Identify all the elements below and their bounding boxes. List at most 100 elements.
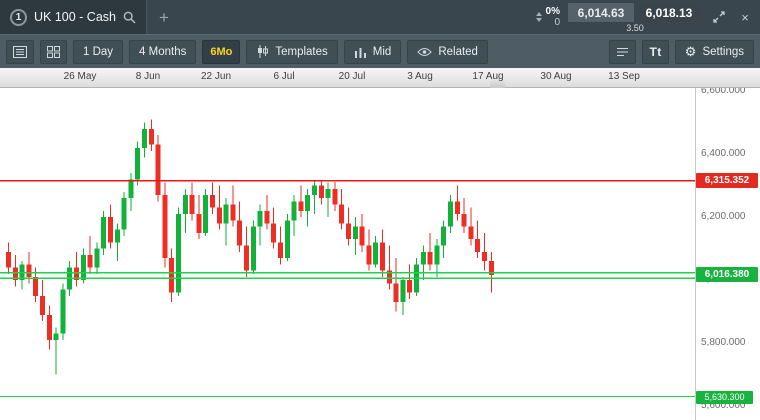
candle-body [142, 128, 147, 148]
y-axis-label: 5,800.000 [701, 337, 746, 349]
list-icon [13, 45, 27, 58]
x-axis-label: 22 Jun [200, 71, 232, 82]
candle-body [373, 242, 379, 265]
change-percent: 0% [545, 6, 560, 17]
candle-body [284, 220, 290, 259]
candle-body [257, 210, 263, 227]
x-axis-label: 13 Sep [608, 71, 640, 82]
spread-value: 3.50 [626, 23, 644, 33]
candle-body [196, 213, 202, 233]
mid-price-button[interactable]: Mid [343, 39, 402, 64]
candle-body [461, 213, 467, 227]
indicators-button[interactable] [609, 39, 637, 64]
candle-body [189, 195, 195, 214]
related-button[interactable]: Related [407, 39, 488, 64]
candle-body [223, 204, 229, 224]
candle-body [339, 204, 345, 224]
price-level-tag: 6,315.352 [696, 172, 758, 188]
price-tiles: 6,014.63 6,018.13 3.50 [568, 0, 702, 34]
y-axis-label: 6,200.000 [701, 211, 746, 223]
buy-price-button[interactable]: 6,018.13 [636, 3, 702, 22]
range-label: 4 Months [139, 45, 187, 58]
candle-body [420, 251, 426, 265]
price-level-tag: 6,016.380 [696, 266, 758, 282]
eye-icon [417, 47, 432, 56]
candle-body [346, 223, 351, 240]
mid-label: Mid [372, 45, 392, 58]
candle-body [482, 251, 487, 262]
search-icon[interactable] [123, 11, 136, 24]
candle-body [448, 201, 453, 227]
templates-label: Templates [275, 45, 328, 58]
candle-body [94, 248, 100, 268]
instrument-tab-title: UK 100 - Cash [34, 10, 116, 24]
period-selector[interactable]: 1 Day [73, 39, 124, 64]
chart-region: 26 May 8 Jun 22 Jun 6 Jul 20 Jul 3 Aug 17 Aug 3… [0, 68, 760, 420]
chart-toolbar: 1 Day 4 Months 6Mo Templates Mid [0, 34, 760, 68]
chart-plot[interactable] [0, 88, 760, 420]
candle-body [386, 270, 392, 284]
candle-body [162, 195, 168, 259]
expand-button[interactable] [710, 8, 728, 26]
mid-bars-icon [354, 47, 366, 58]
candle-body [6, 251, 11, 268]
candle-body [87, 254, 93, 268]
x-axis-label: 20 Jul [338, 71, 366, 82]
range-selector[interactable]: 4 Months [129, 39, 197, 64]
candle-body [264, 210, 270, 224]
instrument-tab[interactable]: 1 UK 100 - Cash [0, 0, 147, 34]
date-marker-icon[interactable] [490, 77, 505, 88]
x-axis-label: 26 May [63, 71, 97, 82]
price-axis-border [695, 88, 696, 420]
templates-button[interactable]: Templates [246, 39, 338, 64]
sell-price-button[interactable]: 6,014.63 [568, 3, 634, 22]
range-badge-6mo[interactable]: 6Mo [202, 39, 241, 64]
candle-body [291, 201, 297, 221]
candle-body [60, 289, 66, 334]
candle-body [176, 213, 181, 293]
x-axis-label: 30 Aug [540, 71, 572, 82]
candle-body [250, 226, 256, 271]
candle-body [488, 261, 494, 276]
candle-body [359, 226, 365, 246]
y-axis-label: 6,400.000 [701, 148, 746, 160]
candle-body [475, 239, 481, 252]
chart-list-button[interactable] [6, 39, 34, 64]
settings-button[interactable]: ⚙ Settings [674, 39, 754, 64]
window-titlebar: 1 UK 100 - Cash + 0% 0 6,014.63 6,018.13… [0, 0, 760, 34]
candle-body [393, 283, 399, 303]
candle-body [80, 254, 86, 281]
candle-body [101, 217, 107, 249]
candle-body [128, 179, 134, 199]
candle-body [26, 264, 32, 277]
candle-body [74, 267, 79, 281]
candle-body [271, 223, 277, 243]
instrument-number-badge: 1 [10, 8, 27, 26]
add-tab-button[interactable]: + [158, 7, 169, 27]
candle-body [366, 245, 372, 265]
change-points: 0 [554, 17, 560, 28]
text-tool-button[interactable]: Tt [642, 39, 669, 64]
candle-body [427, 251, 433, 265]
candle-body [33, 276, 39, 296]
candle-body [318, 185, 324, 199]
candlestick-icon [258, 45, 269, 58]
x-axis-label: 8 Jun [135, 71, 161, 82]
settings-label: Settings [702, 45, 744, 58]
candle-body [182, 195, 188, 214]
candle-body [407, 280, 413, 293]
x-axis-label: 17 Aug [472, 71, 504, 82]
candle-body [169, 258, 175, 293]
related-label: Related [438, 45, 478, 58]
x-axis-label: 3 Aug [407, 71, 433, 82]
candle-body [12, 267, 18, 281]
layout-grid-button[interactable] [40, 39, 67, 64]
candle-body [210, 195, 215, 208]
candle-body [305, 195, 311, 211]
change-arrows-icon [535, 12, 542, 22]
candle-body [53, 333, 59, 340]
time-axis[interactable]: 26 May 8 Jun 22 Jun 6 Jul 20 Jul 3 Aug 17 Aug 3… [0, 68, 760, 88]
candle-body [155, 144, 161, 196]
close-button[interactable]: × [741, 9, 749, 25]
candle-body [352, 226, 358, 240]
